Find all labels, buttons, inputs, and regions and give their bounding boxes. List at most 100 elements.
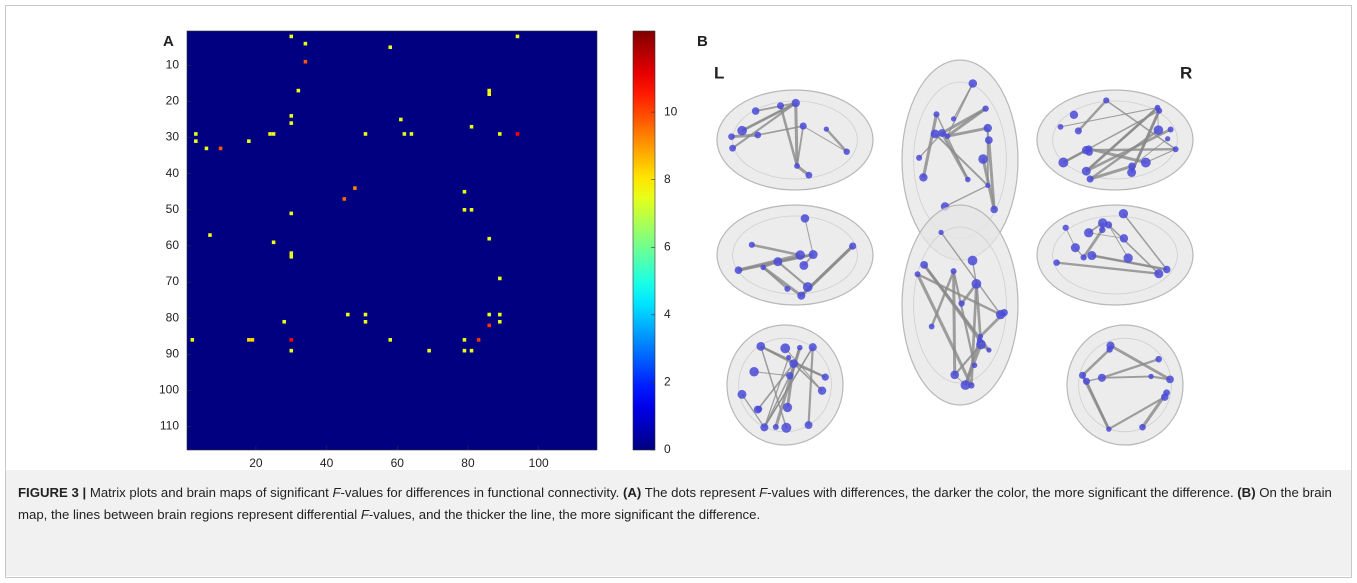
brain-connection (952, 271, 957, 375)
brain-node (751, 107, 760, 115)
brain-connection (1108, 396, 1166, 431)
brain-node (1167, 126, 1174, 133)
brain-node (737, 125, 747, 136)
brain-node (985, 182, 991, 189)
brain-node (1081, 166, 1091, 176)
matrix-cell (363, 132, 368, 136)
brain-node (1123, 253, 1133, 263)
matrix-cell (476, 338, 481, 342)
brain-node (1172, 146, 1179, 153)
brain-connection (779, 105, 799, 167)
brain-inner (1052, 215, 1178, 295)
brain-connection (825, 128, 848, 153)
brain-node (797, 344, 803, 351)
caption-label: FIGURE 3 | (18, 485, 87, 500)
matrix-cell (289, 121, 294, 125)
brain-node (777, 102, 785, 110)
brain-connection (1077, 99, 1108, 132)
brain-node (1082, 377, 1091, 385)
brain-node (930, 129, 940, 139)
brain-inner (1078, 337, 1172, 433)
brain-node (800, 214, 810, 223)
brain-node (805, 171, 813, 179)
matrix-cell (469, 348, 474, 353)
brain-connection (940, 231, 1002, 315)
hemisphere-label: R (1180, 63, 1192, 82)
brain-node (971, 362, 978, 369)
brain-outline (1066, 324, 1184, 446)
matrix-cell (515, 132, 520, 136)
brain-connection (1130, 110, 1161, 174)
brain-node (950, 370, 960, 380)
brain-node (756, 341, 766, 351)
brain-node (1163, 265, 1171, 274)
brain-node (1127, 167, 1137, 177)
caption-text: Matrix plots and brain maps of significa… (86, 485, 333, 500)
brain-inner (1052, 100, 1178, 180)
brain-connection (731, 102, 797, 150)
y-tick-label: 60 (166, 238, 180, 252)
panel-label: B (697, 33, 708, 50)
brain-connection (1089, 164, 1133, 181)
brain-node (749, 367, 759, 377)
brain-connection (1108, 224, 1129, 259)
colorbar-tick-label: 2 (664, 375, 671, 389)
brain-node (1153, 125, 1164, 135)
brain-node (982, 105, 989, 112)
matrix-cell (427, 348, 431, 353)
brain-connection (760, 345, 795, 365)
brain-connection (1060, 107, 1158, 128)
brain-node (1062, 224, 1069, 231)
caption-text: The dots represent (641, 485, 760, 500)
caption-text: -values for differences in functional co… (340, 485, 623, 500)
matrix-cell (409, 132, 414, 136)
matrix-cell (204, 146, 209, 151)
brain-node (729, 144, 737, 152)
brain-node (1103, 97, 1110, 104)
brain-connection (1081, 348, 1111, 377)
brain-node (799, 122, 807, 130)
y-tick-label: 70 (166, 274, 180, 288)
matrix-cell (498, 319, 502, 324)
matrix-cell (250, 338, 255, 342)
matrix-cell (363, 312, 368, 317)
brain-node (914, 271, 921, 278)
brain-node (1166, 375, 1174, 384)
colorbar-tick-label: 4 (664, 307, 671, 321)
brain-connection (946, 107, 987, 138)
brain-maps (716, 59, 1194, 446)
colorbar-tick-label: 6 (664, 239, 671, 253)
brain-node (1058, 157, 1069, 168)
brain-node (976, 337, 983, 344)
brain-node (1084, 228, 1094, 238)
brain-node (1086, 175, 1094, 183)
brain-node (967, 255, 978, 266)
brain-node (1156, 107, 1163, 114)
matrix-cell (289, 348, 294, 353)
brain-node (965, 176, 971, 183)
brain-node (786, 372, 794, 380)
brain-connection (921, 114, 938, 178)
matrix-cell (402, 132, 407, 136)
brain-connection (777, 260, 809, 288)
figure-frame (5, 5, 1352, 578)
brain-node (1097, 373, 1106, 382)
brain-node (984, 136, 993, 145)
brain-connection (940, 132, 970, 181)
matrix-cell (289, 34, 294, 39)
brain-connection (934, 133, 989, 187)
matrix-cell (498, 276, 502, 281)
caption-text: (A) (623, 485, 642, 500)
brain-connection (1085, 106, 1159, 173)
brain-node (734, 266, 743, 275)
brain-node (772, 423, 779, 430)
brain-node (1106, 341, 1115, 350)
brain-node (773, 257, 783, 267)
brain-node (808, 250, 818, 260)
brain-node (754, 131, 762, 139)
brain-connection (793, 362, 823, 392)
matrix-cell (289, 114, 294, 118)
brain-connection (804, 218, 814, 255)
brain-node (971, 278, 982, 289)
